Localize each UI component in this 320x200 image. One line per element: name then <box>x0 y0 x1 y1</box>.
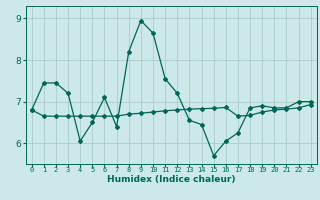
X-axis label: Humidex (Indice chaleur): Humidex (Indice chaleur) <box>107 175 236 184</box>
